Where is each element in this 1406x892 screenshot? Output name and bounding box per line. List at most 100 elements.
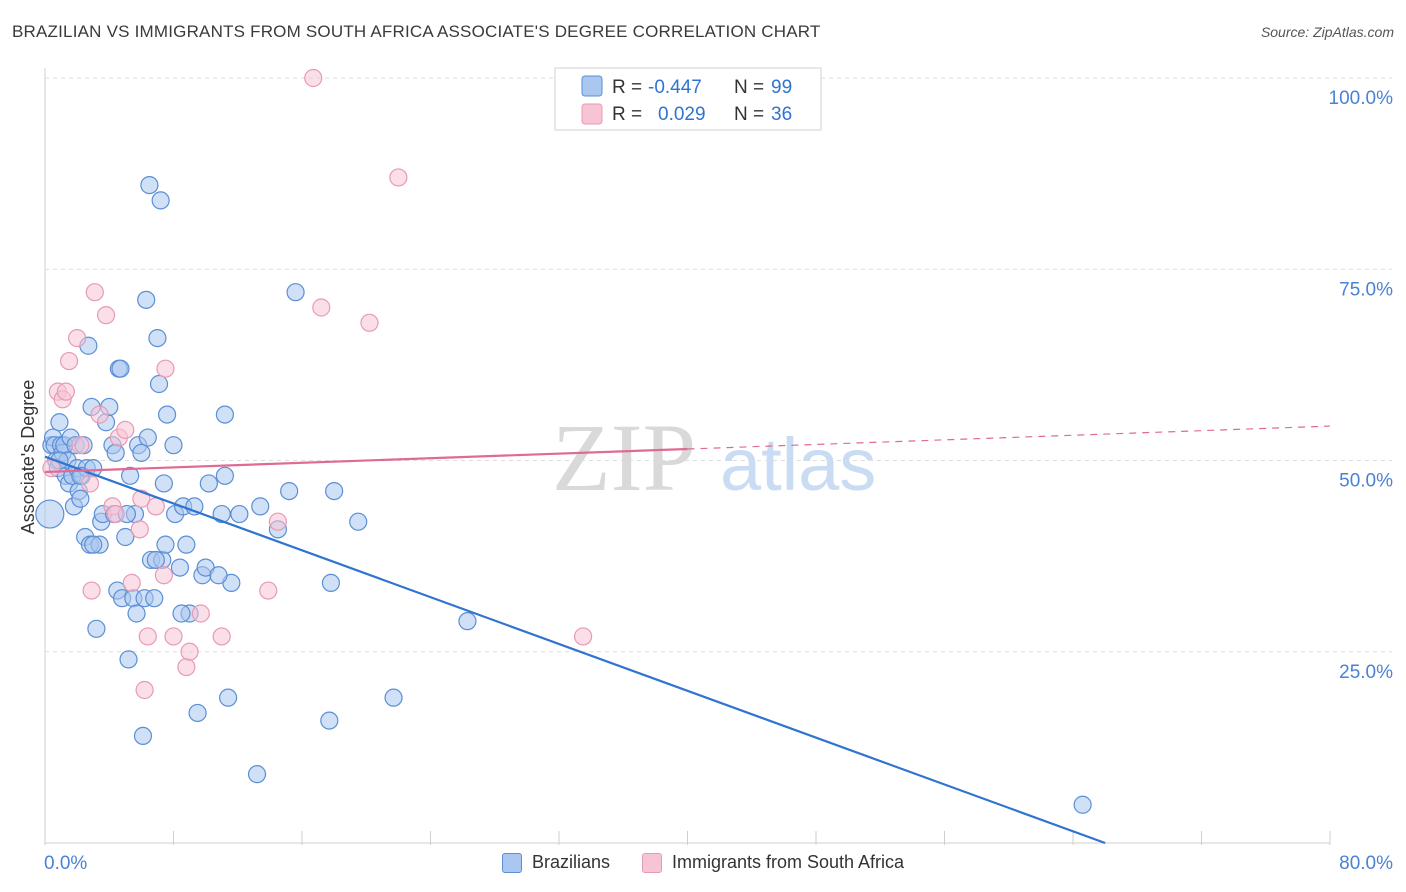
point-south-africa: [573, 627, 593, 646]
legend-r-value-2: 0.029: [658, 104, 706, 125]
point-brazilians: [199, 474, 218, 493]
point-brazilians: [188, 703, 207, 723]
data-points: [35, 68, 1092, 814]
point-brazilians: [149, 374, 169, 394]
point-brazilians: [140, 176, 159, 195]
watermark-atlas: atlas: [720, 423, 876, 506]
point-brazilians: [219, 688, 238, 707]
point-brazilians: [35, 499, 65, 529]
legend-item-south-africa[interactable]: Immigrants from South Africa: [641, 852, 904, 873]
point-south-africa: [180, 642, 199, 661]
point-brazilians: [320, 711, 339, 730]
point-south-africa: [82, 581, 101, 600]
point-brazilians: [116, 527, 135, 547]
y-tick-label: 100.0%: [1329, 88, 1394, 109]
point-brazilians: [212, 504, 231, 524]
point-south-africa: [191, 604, 210, 623]
point-brazilians: [230, 504, 249, 524]
point-brazilians: [209, 566, 228, 585]
point-south-africa: [68, 329, 87, 348]
point-south-africa: [122, 573, 141, 593]
point-south-africa: [312, 298, 331, 317]
point-south-africa: [154, 566, 173, 585]
point-brazilians: [145, 589, 164, 608]
point-south-africa: [96, 306, 116, 325]
point-brazilians: [215, 466, 234, 485]
point-brazilians: [215, 405, 234, 424]
point-brazilians: [106, 443, 125, 462]
point-south-africa: [268, 512, 288, 531]
legend-n-value-1: 99: [771, 77, 792, 98]
y-tick-label: 25.0%: [1339, 662, 1393, 683]
point-brazilians: [87, 619, 106, 638]
chart-source: Source: ZipAtlas.com: [1260, 24, 1394, 40]
axes: [44, 68, 1331, 845]
point-brazilians: [133, 726, 153, 746]
point-brazilians: [71, 489, 90, 508]
point-south-africa: [360, 313, 379, 332]
point-south-africa: [259, 581, 278, 600]
point-brazilians: [1073, 795, 1092, 814]
tick-labels: 25.0% 50.0% 75.0% 100.0% 0.0% 80.0%: [44, 88, 1393, 874]
legend-n-label-2: N =: [734, 104, 764, 125]
point-south-africa: [56, 382, 75, 401]
point-south-africa: [130, 520, 149, 539]
trend-line-brazilians: [44, 455, 1106, 845]
point-brazilians: [148, 329, 167, 348]
legend-r-label-2: R =: [612, 104, 642, 125]
trend-line-extension: [687, 425, 1331, 450]
point-south-africa: [389, 168, 408, 187]
inset-legend: R = -0.447 N = 99 R = 0.029 N = 36: [554, 67, 822, 131]
y-tick-label: 50.0%: [1339, 471, 1393, 492]
legend-swatch-south-africa: [581, 103, 603, 125]
point-brazilians: [172, 604, 191, 623]
legend-swatch: [641, 852, 662, 873]
point-south-africa: [59, 351, 79, 371]
point-brazilians: [84, 535, 103, 554]
point-south-africa: [135, 680, 154, 700]
y-axis-label: Associate's Degree: [18, 380, 38, 535]
point-brazilians: [247, 765, 267, 784]
point-brazilians: [384, 688, 403, 707]
y-tick-label: 75.0%: [1339, 279, 1393, 300]
point-brazilians: [138, 428, 157, 447]
point-brazilians: [177, 535, 196, 554]
point-south-africa: [71, 436, 90, 455]
legend-swatch: [501, 852, 522, 873]
point-brazilians: [121, 466, 140, 485]
legend-item-brazilians[interactable]: Brazilians: [501, 852, 610, 873]
point-brazilians: [321, 573, 341, 593]
bottom-legend: Brazilians Immigrants from South Africa: [0, 852, 1406, 873]
point-brazilians: [458, 612, 477, 631]
point-south-africa: [177, 657, 196, 677]
point-south-africa: [138, 627, 157, 646]
point-south-africa: [164, 627, 183, 646]
point-brazilians: [251, 497, 270, 516]
point-south-africa: [80, 474, 100, 493]
point-brazilians: [127, 604, 146, 623]
point-brazilians: [156, 535, 175, 554]
point-brazilians: [157, 405, 177, 424]
legend-swatch-brazilians: [581, 75, 603, 97]
point-brazilians: [137, 290, 156, 309]
point-brazilians: [151, 191, 170, 210]
point-brazilians: [349, 512, 368, 531]
point-brazilians: [286, 283, 305, 302]
point-south-africa: [146, 497, 165, 516]
point-brazilians: [280, 482, 299, 501]
legend-label: Brazilians: [531, 852, 610, 872]
point-south-africa: [106, 504, 125, 524]
point-south-africa: [116, 420, 135, 439]
legend-n-value-2: 36: [771, 104, 792, 125]
point-south-africa: [212, 627, 231, 646]
point-brazilians: [154, 474, 173, 493]
legend-n-label-1: N =: [734, 77, 764, 98]
point-brazilians: [325, 482, 344, 501]
trend-line-south-africa: [44, 447, 688, 474]
legend-r-label-1: R =: [612, 77, 642, 98]
point-south-africa: [156, 359, 175, 378]
point-brazilians: [170, 558, 190, 577]
point-brazilians: [119, 650, 138, 669]
point-brazilians: [111, 359, 130, 378]
